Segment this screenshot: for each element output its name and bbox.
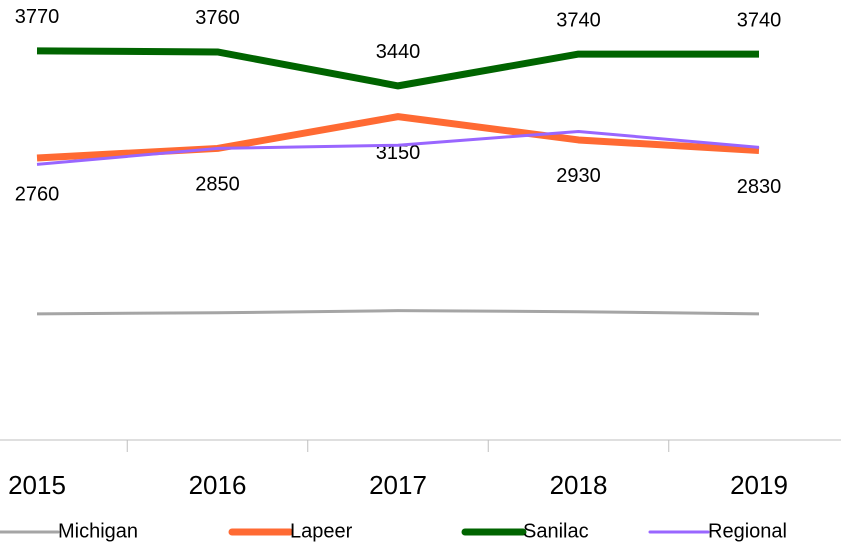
- x-tick-label: 2015: [8, 470, 66, 500]
- legend-label: Sanilac: [523, 520, 589, 542]
- series-line: [36, 309, 760, 316]
- x-tick-label: 2017: [369, 470, 427, 500]
- x-tick-label: 2018: [550, 470, 608, 500]
- legend-label: Regional: [708, 520, 787, 542]
- data-label: 2930: [556, 165, 601, 187]
- series-line: [36, 113, 760, 162]
- data-label: 2830: [737, 176, 782, 198]
- series-line: [36, 129, 760, 166]
- legend-label: Lapeer: [290, 520, 353, 542]
- data-label: 2760: [15, 183, 60, 205]
- legend-label: Michigan: [58, 520, 138, 542]
- data-label: 3740: [556, 9, 601, 31]
- x-tick-label: 2019: [730, 470, 788, 500]
- x-tick-label: 2016: [189, 470, 247, 500]
- series-line: [36, 47, 759, 90]
- data-label: 3740: [737, 9, 782, 31]
- data-label: 3150: [376, 142, 421, 164]
- data-label: 3770: [15, 6, 60, 28]
- data-label: 3760: [195, 7, 240, 29]
- data-label: 2850: [195, 174, 240, 196]
- data-label: 3440: [376, 41, 421, 63]
